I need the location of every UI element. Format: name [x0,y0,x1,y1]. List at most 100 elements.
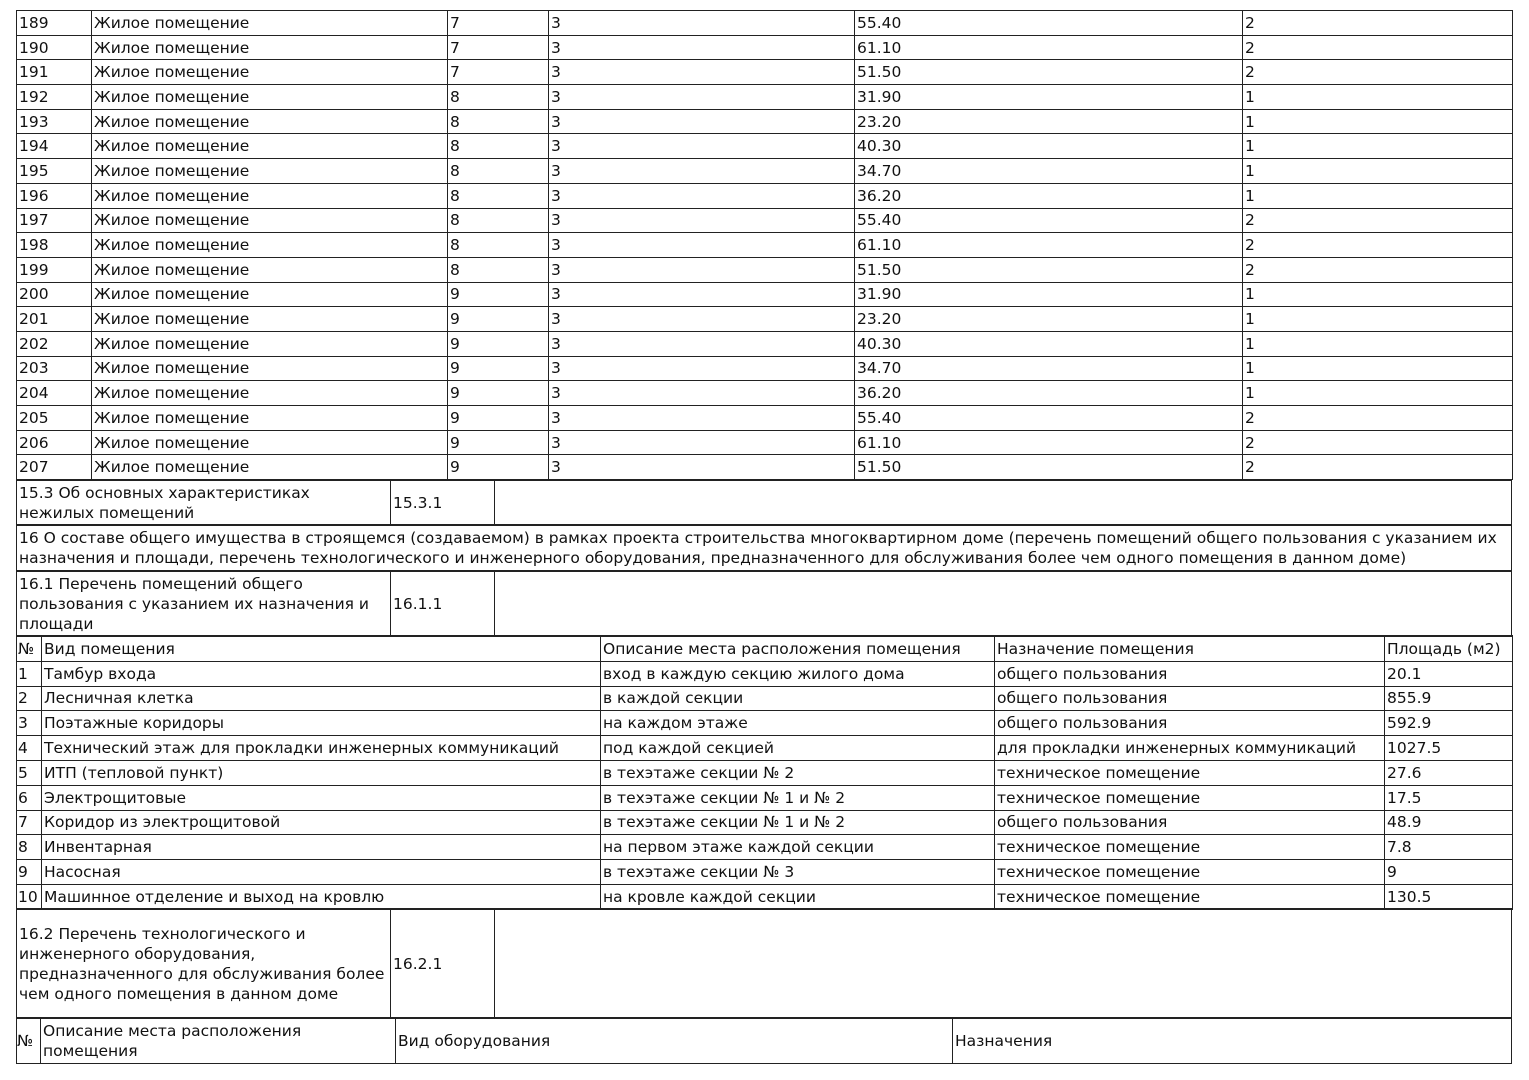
table-cell: 1 [1242,133,1513,160]
table-cell: 8 [447,232,549,258]
table-row: 200 Жилое помещение 9 3 31.90 1 [16,281,1513,308]
table-cell: 1027.5 [1384,735,1513,761]
table-cell: 61.10 [854,34,1243,61]
table-cell: 3 [548,108,855,135]
table-cell: 8 [447,84,549,110]
table-cell: 1 [1242,330,1513,357]
table-cell: 7 [447,10,549,36]
table-cell: 191 [16,59,92,86]
table-cell: на каждом этаже [600,710,995,737]
section-value [494,908,1512,1019]
section-16-2: 16.2 Перечень технологического и инженер… [16,908,1512,1019]
table-cell: 2 [1242,10,1513,36]
section-code: 15.3.1 [390,479,495,526]
table-cell: 193 [16,108,92,135]
table-cell: общего пользования [994,809,1385,836]
table-cell: 8 [16,834,42,861]
table-cell: 189 [16,10,92,36]
common-rooms-table: № Вид помещения Описание места расположени… [16,634,1513,910]
table-cell: 8 [447,133,549,160]
table-cell: Тамбур входа [41,660,601,687]
table-cell: 7.8 [1384,834,1513,861]
table-cell: Жилое помещение [91,355,448,382]
table-cell: 3 [548,355,855,382]
table-row: 205 Жилое помещение 9 3 55.40 2 [16,405,1513,431]
table-cell: 4 [16,735,42,761]
table-cell: 195 [16,158,92,184]
header-cell: Назначения [952,1017,1512,1064]
table-cell: под каждой секцией [600,735,995,761]
table-cell: 2 [1242,429,1513,456]
table-cell: 6 [16,784,42,811]
table-row: 207 Жилое помещение 9 3 51.50 2 [16,454,1513,481]
table-cell: ИТП (тепловой пункт) [41,759,601,786]
table-cell: 40.30 [854,133,1243,160]
section-label: 16.2 Перечень технологического и инженер… [16,908,391,1019]
table-cell: Жилое помещение [91,59,448,86]
table-cell: в техэтаже секции № 1 и № 2 [600,809,995,836]
table-cell: техническое помещение [994,859,1385,885]
table-row: 193 Жилое помещение 8 3 23.20 1 [16,108,1513,135]
equipment-table: № Описание места расположения помещения … [16,1017,1512,1064]
table-cell: 3 [548,182,855,209]
table-cell: 3 [548,256,855,283]
table-row: 8 Инвентарная на первом этаже каждой секци… [16,834,1513,861]
table-cell: 9 [447,355,549,382]
table-cell: Жилое помещение [91,405,448,431]
table-cell: 9 [447,454,549,481]
table-cell: 2 [1242,405,1513,431]
table-cell: вход в каждую секцию жилого дома [600,660,995,687]
table-row: 5 ИТП (тепловой пункт) в техэтаже секции №… [16,759,1513,786]
table-row: 1 Тамбур входа вход в каждую секцию жилого… [16,660,1513,687]
table-row: 10 Машинное отделение и выход на кровлю на… [16,883,1513,910]
section-15-3: 15.3 Об основных характеристиках нежилых… [16,479,1512,526]
table-cell: 3 [548,330,855,357]
table-cell: в техэтаже секции № 1 и № 2 [600,784,995,811]
table-cell: 9 [447,380,549,406]
table-cell: 3 [16,710,42,737]
table-row: 202 Жилое помещение 9 3 40.30 1 [16,330,1513,357]
table-cell: Жилое помещение [91,232,448,258]
table-cell: Машинное отделение и выход на кровлю [41,883,601,910]
header-cell: Назначение помещения [994,634,1385,662]
table-cell: 3 [548,232,855,258]
table-cell: 1 [1242,158,1513,184]
table-cell: 3 [548,306,855,332]
table-cell: 9 [447,405,549,431]
table-cell: 1 [1242,84,1513,110]
table-row: 195 Жилое помещение 8 3 34.70 1 [16,158,1513,184]
table-cell: на кровле каждой секции [600,883,995,910]
table-row: 2 Лесничная клетка в каждой секции общего п… [16,685,1513,712]
table-cell: Жилое помещение [91,306,448,332]
table-cell: 203 [16,355,92,382]
table-cell: техническое помещение [994,834,1385,861]
table-row: 204 Жилое помещение 9 3 36.20 1 [16,380,1513,406]
table-cell: 5 [16,759,42,786]
table-cell: 202 [16,330,92,357]
table-row: 6 Электрощитовые в техэтаже секции № 1 и №… [16,784,1513,811]
table-cell: 55.40 [854,405,1243,431]
table-cell: в каждой секции [600,685,995,712]
table-cell: 17.5 [1384,784,1513,811]
table-cell: 9 [16,859,42,885]
apartments-table: 189 Жилое помещение 7 3 55.40 2 190 Жилое помещ… [16,10,1513,481]
header-cell: № [16,1017,41,1064]
section-value [494,479,1512,526]
table-cell: техническое помещение [994,759,1385,786]
table-cell: 8 [447,158,549,184]
table-cell: 10 [16,883,42,910]
table-row: 201 Жилое помещение 9 3 23.20 1 [16,306,1513,332]
table-cell: 9 [447,429,549,456]
table-cell: 1 [1242,355,1513,382]
table-cell: 55.40 [854,10,1243,36]
table-cell: 55.40 [854,207,1243,234]
table-cell: 51.50 [854,256,1243,283]
section-label: 16 О составе общего имущества в строящем… [16,524,1512,572]
table-cell: 592.9 [1384,710,1513,737]
table-cell: 3 [548,281,855,308]
table-cell: общего пользования [994,660,1385,687]
table-cell: в техэтаже секции № 3 [600,859,995,885]
table-cell: 34.70 [854,355,1243,382]
table-cell: 8 [447,182,549,209]
header-cell: Описание места расположения помещения [600,634,995,662]
